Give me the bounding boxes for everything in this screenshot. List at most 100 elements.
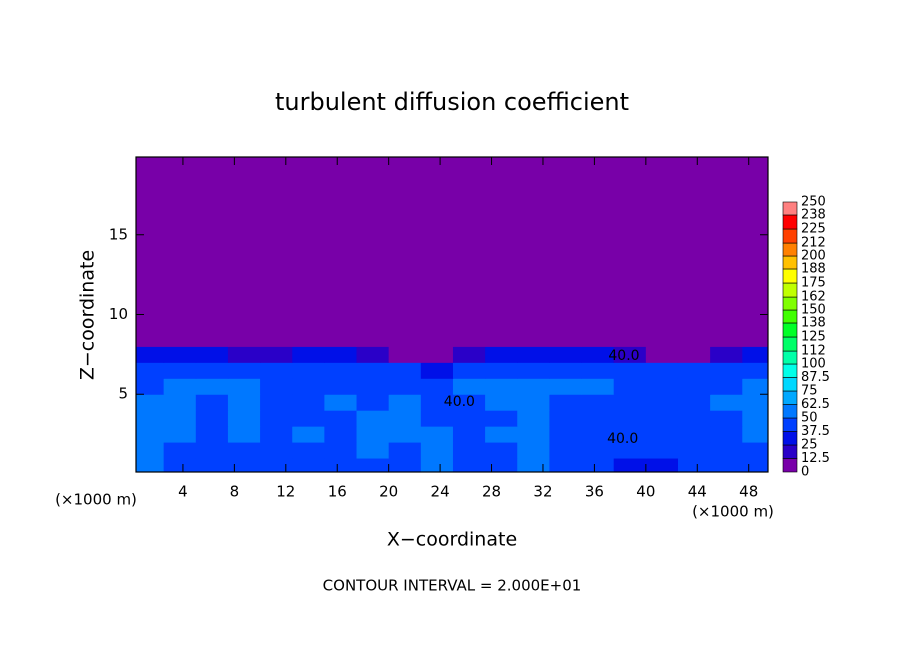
x-tick-label: 24 [431, 483, 450, 501]
field-cell [742, 362, 769, 379]
field-cell [485, 346, 518, 363]
colorbar-label: 75 [801, 384, 818, 399]
field-cell [292, 157, 325, 347]
field-cell [742, 378, 769, 395]
field-cell [292, 410, 325, 427]
field-cell [195, 362, 229, 379]
field-cell [517, 362, 550, 379]
field-cell [420, 157, 454, 347]
field-cell [324, 426, 358, 443]
y-unit: (×1000 m) [55, 491, 137, 509]
colorbar-label: 138 [801, 315, 826, 330]
y-axis-label: Z−coordinate [77, 250, 99, 380]
field-cell [710, 362, 743, 379]
field-cell [324, 378, 358, 395]
field-cell [613, 426, 647, 443]
field-cell [420, 426, 454, 443]
field-cell [388, 458, 422, 473]
contour-label: 40.0 [444, 394, 475, 410]
field-cell [645, 362, 679, 379]
field-cell [549, 458, 583, 473]
field-cell [742, 394, 769, 411]
colorbar-label: 112 [801, 344, 826, 359]
field-cell [581, 426, 615, 443]
colorbar-swatch [782, 228, 798, 244]
field-cell [136, 378, 165, 395]
field-cell [420, 362, 454, 379]
x-axis-label: X−coordinate [387, 529, 517, 551]
field-cell [645, 426, 679, 443]
field-cell [324, 410, 358, 427]
field-cell [420, 410, 454, 427]
field-cell [260, 426, 293, 443]
field-cell [613, 362, 647, 379]
field-cell [452, 157, 486, 347]
colorbar-label: 100 [801, 357, 826, 372]
x-tick-label: 12 [276, 483, 295, 501]
field-cell [549, 346, 583, 363]
contour-label: 40.0 [607, 431, 638, 447]
field-cell [163, 458, 197, 473]
field-cell [549, 378, 583, 395]
x-tick-label: 8 [230, 483, 240, 501]
field-cell [613, 410, 647, 427]
field-cell [581, 157, 615, 347]
field-cell [163, 346, 197, 363]
field-cell [292, 442, 325, 459]
field-cell [485, 410, 518, 427]
field-cell [452, 362, 486, 379]
field-cell [136, 346, 165, 363]
field-cell [195, 157, 229, 347]
field-cell [517, 458, 550, 473]
field-cell [742, 157, 769, 347]
field-cell [710, 157, 743, 347]
field-cell [163, 157, 197, 347]
field-cell [260, 157, 293, 347]
field-cell [742, 458, 769, 473]
field-cell [517, 346, 550, 363]
field-cell [136, 458, 165, 473]
field-cell [549, 410, 583, 427]
x-tick-label: 44 [688, 483, 707, 501]
field-cell [163, 378, 197, 395]
field-cell [677, 458, 711, 473]
field-cell [388, 378, 422, 395]
field-cell [356, 157, 390, 347]
field-cell [485, 458, 518, 473]
field-cell [292, 426, 325, 443]
colorbar-swatch [782, 322, 798, 338]
x-tick-label: 4 [178, 483, 188, 501]
field-cell [485, 362, 518, 379]
field-cell [324, 157, 358, 347]
field-cell [227, 410, 261, 427]
field-cell [549, 442, 583, 459]
field-cell [227, 378, 261, 395]
field-cell [420, 394, 454, 411]
field-cell [227, 157, 261, 347]
field-cell [356, 346, 390, 363]
colorbar-swatch [782, 214, 798, 230]
field-cell [613, 157, 647, 347]
field-cell [452, 426, 486, 443]
field-cell [260, 346, 293, 363]
field-cell [581, 458, 615, 473]
field-cell [388, 442, 422, 459]
field-cell [742, 442, 769, 459]
field-cell [292, 378, 325, 395]
colorbar-label: 212 [801, 236, 826, 251]
field-cell [388, 362, 422, 379]
field-cell [227, 346, 261, 363]
colorbar-swatch [782, 242, 798, 257]
field-cell [388, 346, 422, 363]
colorbar-label: 50 [801, 411, 818, 426]
field-cell [136, 362, 165, 379]
field-cell [260, 458, 293, 473]
field-cell [677, 442, 711, 459]
field-cell [485, 426, 518, 443]
field-cell [324, 458, 358, 473]
field-cell [549, 394, 583, 411]
colorbar-swatch [782, 350, 798, 365]
field-cell [163, 394, 197, 411]
